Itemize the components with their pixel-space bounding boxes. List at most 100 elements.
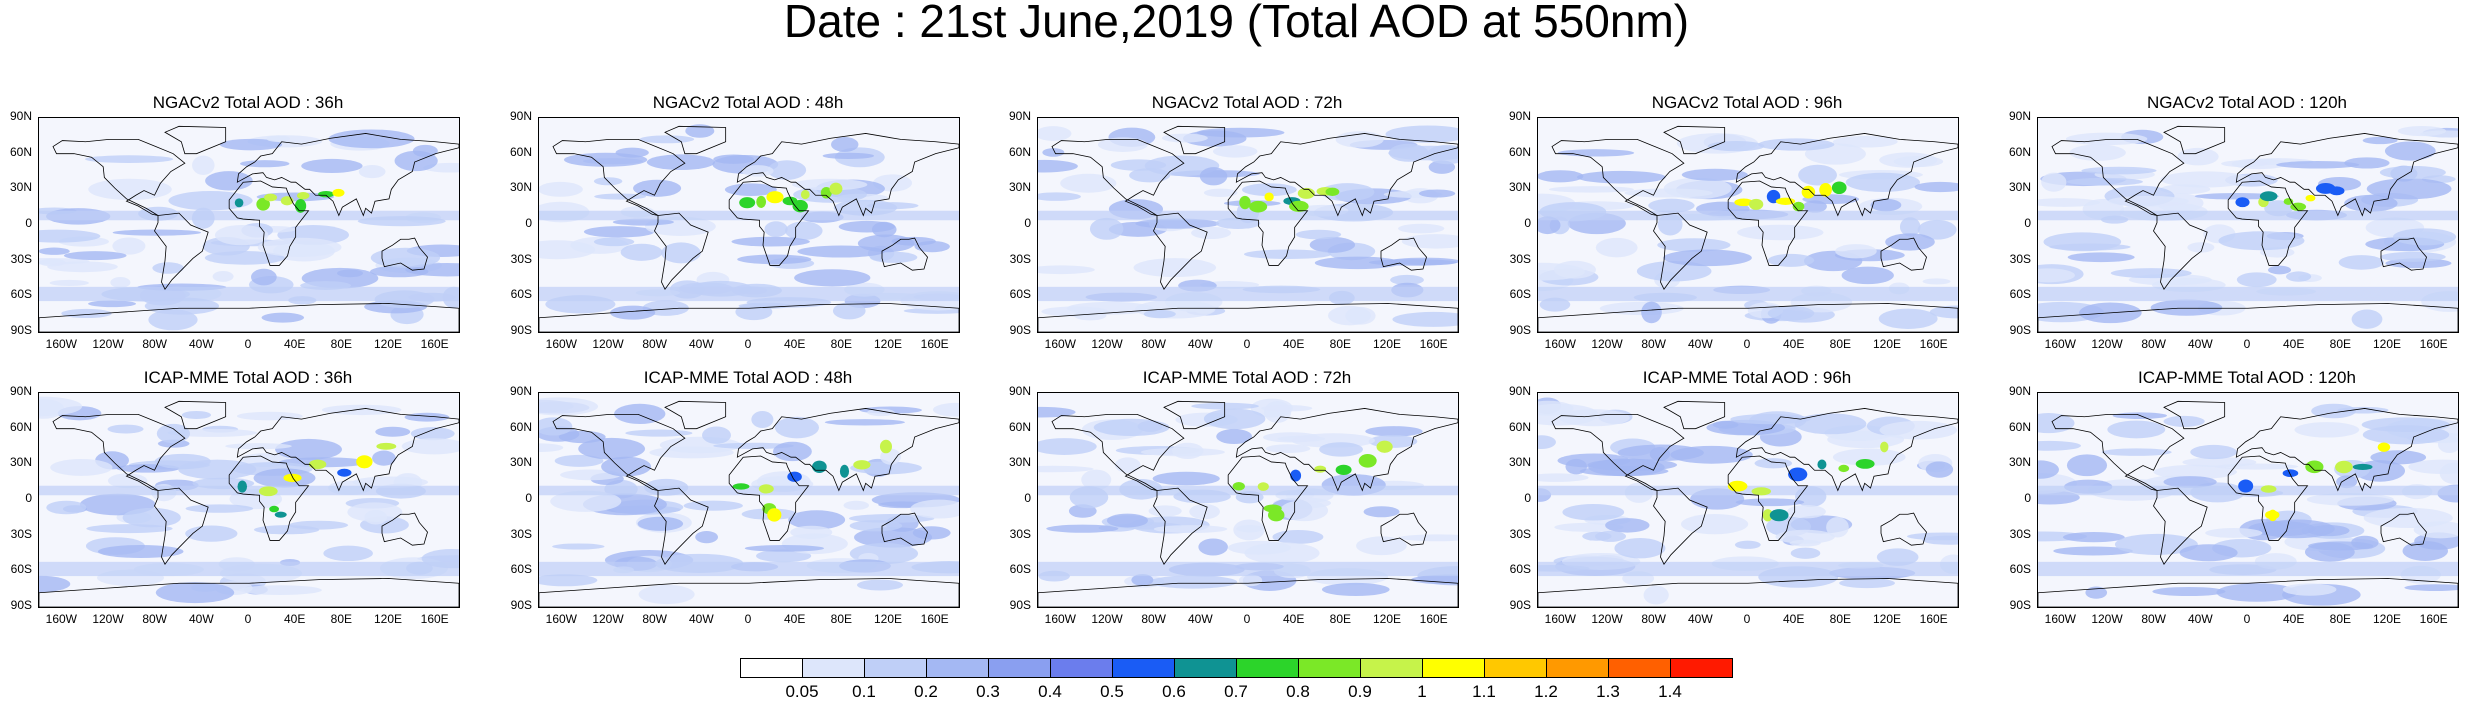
aod-shading-blob [2163, 476, 2217, 488]
coastline [164, 125, 227, 155]
aod-shading-blob [910, 499, 959, 519]
legend-color-box [802, 658, 865, 678]
lat-tick-label: 30N [509, 455, 532, 470]
aod-hotspot [839, 464, 850, 478]
lat-tick-label: 60S [1009, 562, 1031, 577]
aod-shading-blob [794, 269, 871, 287]
coastline [1727, 180, 1809, 266]
aod-shading-blob [122, 507, 181, 528]
aod-shading-blob [257, 237, 342, 257]
lon-tick-label: 40E [2282, 337, 2305, 351]
aod-shading-blob [1097, 137, 1148, 152]
aod-shading-blob [288, 520, 349, 530]
aod-band [1038, 561, 1458, 577]
lon-tick-label: 80E [1329, 612, 1351, 626]
lat-tick-label: 90N [509, 109, 532, 123]
aod-shading-blob [2041, 172, 2067, 192]
aod-shading-blob [1038, 265, 1095, 275]
aod-hotspot [237, 480, 248, 493]
coastline [1380, 237, 1427, 271]
coastline [2163, 125, 2226, 155]
lat-tick-label: 30N [509, 180, 532, 195]
aod-band [539, 210, 959, 221]
aod-hotspot [308, 459, 327, 470]
aod-shading-blob [1171, 442, 1204, 460]
aod-shading-blob [1845, 172, 1920, 192]
aod-shading-blob [2038, 268, 2075, 283]
lon-tick-label: 40W [1687, 612, 1713, 626]
aod-band [1538, 286, 1958, 302]
aod-shading-blob [1681, 168, 1748, 181]
aod-shading-blob [1129, 168, 1171, 183]
coastline [381, 512, 428, 546]
coastline [1538, 578, 1958, 607]
lon-tick-label: 160E [1919, 337, 1948, 351]
aod-hotspot [1751, 487, 1771, 496]
coastline [1653, 487, 1708, 565]
aod-shading-blob [1922, 535, 1958, 545]
aod-shading-blob [1216, 428, 1253, 445]
aod-shading-blob [2336, 475, 2358, 489]
coastline [539, 578, 959, 607]
lat-tick-label: 0 [25, 216, 32, 230]
lat-tick-label: 90S [2009, 323, 2031, 337]
lat-tick-label: 90S [1009, 598, 1031, 612]
aod-shading-blob [539, 397, 599, 416]
aod-shading-blob [185, 504, 254, 513]
aod-shading-blob [1878, 308, 1938, 329]
lon-tick-label: 80W [2141, 337, 2166, 351]
lon-tick-label: 0 [2243, 612, 2251, 626]
aod-shading-blob [2344, 194, 2398, 212]
aod-shading-blob [49, 279, 89, 287]
legend-color-box [864, 658, 927, 678]
legend-label: 1.1 [1472, 682, 1496, 701]
lon-tick-label: 120W [1591, 337, 1623, 351]
aod-hotspot [2282, 469, 2299, 478]
lat-tick-label: 30N [2008, 455, 2031, 470]
aod-shading-blob [1203, 408, 1266, 430]
lat-tick-label: 60N [1508, 419, 1531, 434]
aod-shading-blob [539, 574, 598, 587]
aod-shading-blob [1073, 310, 1107, 321]
aod-shading-blob [1390, 274, 1424, 286]
aod-hotspot [2283, 198, 2294, 205]
aod-map-panel [538, 392, 960, 608]
lon-tick-label: 160W [45, 337, 77, 351]
coastline [728, 455, 810, 541]
lon-tick-label: 40W [1687, 337, 1713, 351]
aod-hotspot [1267, 508, 1285, 522]
aod-shading-blob [854, 527, 933, 548]
lon-tick-label: 40W [2187, 612, 2213, 626]
coastline [2227, 180, 2309, 266]
legend-color-box [1360, 658, 1423, 678]
aod-shading-blob [822, 152, 875, 159]
lon-tick-label: 160E [920, 612, 949, 626]
aod-shading-blob [1680, 513, 1749, 535]
aod-hotspot [356, 455, 373, 469]
aod-shading-blob [1614, 538, 1666, 559]
coastline [654, 487, 709, 565]
aod-shading-blob [301, 158, 363, 173]
aod-shading-blob [1832, 448, 1906, 466]
aod-shading-blob [39, 396, 83, 417]
aod-band [2038, 561, 2458, 577]
aod-shading-blob [2267, 265, 2292, 275]
panel-title: ICAP-MME Total AOD : 48h [643, 368, 853, 387]
aod-shading-blob [1538, 262, 1585, 281]
lon-tick-label: 80W [1141, 337, 1166, 351]
aod-shading-blob [1885, 233, 1935, 251]
aod-shading-blob [2053, 546, 2133, 556]
legend-color-box [988, 658, 1051, 678]
aod-shading-blob [713, 442, 794, 449]
legend-label: 0.05 [785, 682, 819, 701]
panel-title: NGACv2 Total AOD : 36h [152, 93, 344, 112]
aod-shading-blob [155, 582, 235, 604]
coastline [2038, 578, 2458, 607]
lon-tick-label: 80W [142, 337, 167, 351]
lon-tick-label: 0 [1743, 337, 1751, 351]
legend-color-box [1298, 658, 1361, 678]
aod-shading-blob [683, 500, 743, 511]
aod-field-map [539, 397, 959, 607]
lat-tick-label: 30S [10, 251, 32, 266]
aod-shading-blob [1790, 547, 1821, 559]
